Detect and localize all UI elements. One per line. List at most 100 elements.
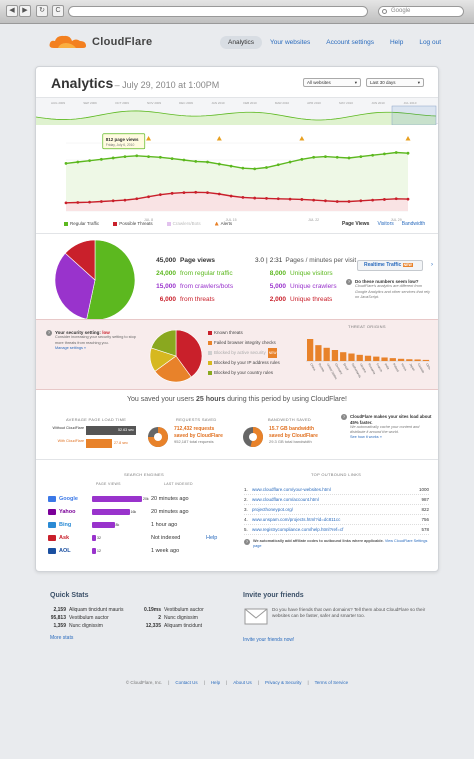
outbound-link[interactable]: www.unspam.com/projects.html?id=dc811cc [252,517,341,522]
data-point [135,197,139,201]
outbound-link[interactable]: projecthoneypot.org/ [252,507,294,512]
unique-crawlers-count: 5,000 [269,283,286,290]
footer-terms[interactable]: Terms of Service [314,680,349,685]
nav-analytics[interactable]: Analytics [220,36,263,49]
unique-threats-count: 2,000 [269,296,286,303]
cloudflare-logo[interactable]: CloudFlare [48,34,152,50]
origin-label: Russia [318,363,326,373]
threats-count: 6,000 [159,296,176,303]
refresh-icon[interactable]: ↻ [36,5,48,17]
search-engines-list: Google 20k 20 minutes ago Yahoo 16k 20 m… [48,492,248,557]
legend-label: Blocked by your IP address rules [214,360,280,365]
legend-alerts[interactable]: Alerts [214,221,232,226]
quick-num: 1,359 [53,623,66,629]
engine-logo-icon [48,547,56,554]
data-point [253,196,257,200]
forward-icon[interactable]: ▶ [19,5,31,17]
data-point [265,197,268,200]
without-value: 52.63 sec [118,428,134,432]
origin-bar [356,354,363,361]
browser-add-icon[interactable]: C [52,5,64,17]
data-point [288,197,292,201]
requests-total: 952,187 total requests [174,439,214,444]
range-select[interactable]: Last 30 days ▾ [366,78,424,87]
engine-pv-value: 12 [97,548,101,553]
footer-about[interactable]: About Us [233,680,252,685]
origin-label: Germany [334,363,344,376]
overview-strip[interactable]: AUG 2009 SEP 2009 OCT 2009 NOV 2009 DEC 2009… [35,97,438,126]
bandwidth-total: 29.3 GB total bandwidth [269,439,312,444]
numbers-help: ? Do these numbers seem low? CloudFlare'… [346,279,434,301]
tab-page-views[interactable]: Page Views [342,221,370,227]
manage-settings-link[interactable]: Manage settings » [55,346,87,350]
back-icon[interactable]: ◀ [6,5,18,17]
legend-swatch [208,371,212,375]
saved-headline: You saved your users 25 hours during thi… [36,396,438,403]
engine-pv-value: 32 [97,535,101,540]
main-nav: Analytics Your websites Account settings… [220,36,449,49]
data-point [394,151,398,154]
chevron-down-icon: ▾ [354,80,357,85]
site-select[interactable]: All websites ▾ [303,78,361,87]
data-point [182,158,186,162]
outbound-count: 822 [421,507,429,512]
data-point [64,162,68,165]
tab-visitors[interactable]: Visitors [377,221,394,227]
footer-help[interactable]: Help [210,680,221,685]
data-point [111,156,115,160]
origin-bar [422,359,429,361]
data-point [170,157,174,161]
data-point [406,197,410,201]
search-field[interactable]: Google [378,6,464,17]
security-legend-item: Failed browser integrity checks [208,338,280,348]
outbound-link[interactable]: www.registrycompliance.com/help.html?ref… [252,527,344,532]
cloud-icon [49,35,86,48]
legend-swatch [113,221,118,226]
outbound-count: 578 [421,527,429,532]
tooltip-date: Friday, July 6, 2010 [106,143,135,147]
page-date: – July 29, 2010 at 1:00PM [114,80,220,90]
nav-your-websites[interactable]: Your websites [270,39,311,46]
data-point [371,153,375,157]
chart-tabs: Page Views Visitors Bandwidth [342,221,425,227]
quick-label: Vestibulum auctor [69,615,109,621]
data-point [276,163,280,167]
legend-label: Blocked by active security [214,350,266,355]
legend-crawlers[interactable]: Crawlers/Bots [166,221,201,226]
analytics-card: Analytics – July 29, 2010 at 1:00PM All … [35,66,439,572]
more-stats-link[interactable]: More stats [50,635,74,641]
footer-contact[interactable]: Contact Us [175,680,198,685]
engine-row: Yahoo 16k 20 minutes ago [48,505,248,518]
security-text: Consider increasing your security settin… [55,335,136,345]
legend-regular[interactable]: Regular Traffic [64,221,99,226]
tab-bandwidth[interactable]: Bandwidth [401,221,426,227]
nav-log-out[interactable]: Log out [419,39,442,46]
origin-bar [414,359,421,361]
outbound-row: 1. www.cloudflare.com/your-websites.html… [244,485,429,495]
help-icon: ? [341,414,347,420]
engine-help-link[interactable]: Help [206,534,218,541]
faster-link[interactable]: See how it works » [350,435,382,439]
nav-help[interactable]: Help [389,39,404,46]
invite-link[interactable]: Invite your friends now! [243,637,295,643]
settings-link[interactable]: View CloudFlare Settings page [253,539,428,548]
origin-bar [381,357,388,361]
nav-account-settings[interactable]: Account settings [326,39,374,46]
footer-privacy[interactable]: Privacy & Security [264,680,302,685]
realtime-traffic-button[interactable]: Realtime Traffic NEW [357,260,423,271]
data-point [347,200,351,203]
legend-threats[interactable]: Possible Threats [113,221,153,226]
data-point [99,157,103,161]
data-point [300,157,304,161]
address-bar[interactable] [68,6,368,17]
outbound-row: 2. www.cloudflare.com/account.html 987 [244,495,429,505]
invite-text: Do you have friends that own domains? Te… [272,607,426,619]
legend-label: Regular Traffic [70,221,100,226]
chevron-right-icon[interactable]: › [431,262,433,268]
outbound-link[interactable]: www.cloudflare.com/account.html [252,497,319,502]
outbound-link[interactable]: www.cloudflare.com/your-websites.html [252,487,331,492]
overview-tick-label: DEC 2009 [179,101,193,105]
data-point [135,154,139,158]
load-time-title: AVERAGE PAGE LOAD TIME [66,417,127,422]
